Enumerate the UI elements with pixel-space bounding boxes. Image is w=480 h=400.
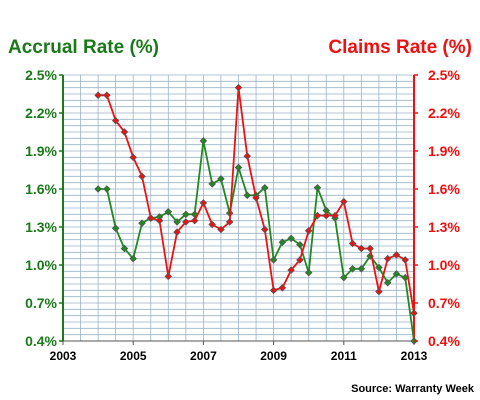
- y-tick-label-left: 1.3%: [25, 219, 57, 235]
- claims-point: [217, 225, 225, 234]
- claims-point: [375, 287, 383, 296]
- accrual-point: [138, 219, 146, 227]
- accrual-point: [357, 265, 366, 273]
- accrual-point: [269, 256, 278, 264]
- claims-point: [383, 254, 392, 263]
- claims-point: [182, 218, 190, 226]
- accrual-point: [348, 265, 357, 273]
- accrual-point: [304, 268, 313, 277]
- y-tick-label-right: 0.4%: [428, 333, 460, 349]
- y-tick-label-left: 1.9%: [25, 143, 57, 159]
- y-tick-label-right: 1.9%: [428, 143, 460, 159]
- accrual-point: [375, 263, 383, 272]
- accrual-point: [94, 185, 102, 193]
- accrual-point: [287, 234, 295, 243]
- y-tick-label-right: 1.3%: [428, 219, 460, 235]
- claims-point: [313, 211, 322, 220]
- accrual-point: [383, 278, 392, 287]
- y-tick-label-right: 0.7%: [428, 295, 460, 311]
- claims-point: [348, 239, 357, 248]
- x-tick-label: 2011: [331, 349, 357, 363]
- claims-point: [155, 216, 164, 225]
- claims-point: [120, 128, 129, 136]
- claims-point: [410, 309, 418, 317]
- y-tick-label-left: 0.4%: [25, 333, 57, 349]
- accrual-point: [313, 183, 322, 192]
- y-tick-label-left: 0.7%: [25, 295, 57, 311]
- accrual-point: [243, 191, 252, 200]
- accrual-series: [94, 137, 418, 345]
- x-tick-label: 2005: [120, 349, 147, 363]
- accrual-point: [261, 183, 269, 192]
- accrual-point: [234, 163, 243, 172]
- left-axis-title: Accrual Rate (%): [8, 37, 159, 58]
- claims-point: [208, 220, 216, 229]
- accrual-point: [182, 210, 190, 219]
- y-tick-label-left: 2.5%: [25, 67, 57, 83]
- x-tick-label: 2007: [190, 349, 217, 363]
- claims-point: [269, 286, 278, 295]
- accrual-point: [173, 218, 181, 226]
- claims-point: [138, 172, 146, 181]
- claims-point: [225, 218, 234, 226]
- accrual-point: [296, 240, 304, 249]
- accrual-point: [340, 273, 348, 282]
- claims-point: [340, 197, 348, 206]
- claims-point: [296, 256, 304, 264]
- y-tick-label-right: 1.0%: [428, 257, 460, 273]
- y-tick-label-left: 1.6%: [25, 181, 57, 197]
- accrual-point: [208, 180, 216, 188]
- y-tick-label-right: 2.5%: [428, 67, 460, 83]
- accrual-point: [278, 238, 287, 246]
- claims-point: [164, 272, 173, 281]
- accrual-point: [217, 175, 225, 183]
- y-tick-label-right: 1.6%: [428, 181, 460, 197]
- claims-point: [401, 256, 409, 264]
- accrual-point: [120, 244, 129, 253]
- x-tick-label: 2003: [50, 349, 77, 363]
- right-axis-title: Claims Rate (%): [328, 37, 472, 58]
- claims-point: [234, 83, 243, 92]
- accrual-point: [111, 224, 120, 233]
- claims-point: [357, 244, 366, 253]
- x-tick-label: 2009: [260, 349, 287, 363]
- claims-point: [146, 214, 155, 222]
- claims-point: [261, 225, 269, 234]
- gridlines: [62, 74, 415, 342]
- claims-point: [322, 211, 331, 220]
- accrual-point: [103, 185, 111, 193]
- claims-point: [392, 251, 401, 259]
- claims-point: [190, 216, 199, 225]
- y-tick-label-left: 1.0%: [25, 257, 57, 273]
- source-note: Source: Warranty Week: [351, 383, 475, 395]
- y-tick-label-left: 2.2%: [25, 105, 57, 121]
- claims-point: [243, 152, 252, 160]
- accrual-point: [164, 208, 173, 216]
- claims-point: [111, 116, 120, 125]
- claims-series: [94, 83, 418, 317]
- tick-labels: 2.5% 2.2% 1.9% 1.6% 1.3% 1.0% 0.7% 0.4% 2.5% 2.2%…: [25, 67, 460, 363]
- claims-point: [94, 91, 102, 100]
- accrual-point: [392, 270, 401, 278]
- y-tick-label-right: 2.2%: [428, 105, 460, 121]
- claims-point: [173, 228, 181, 236]
- claims-point: [304, 227, 313, 235]
- series-layer: [94, 83, 418, 345]
- claims-point: [366, 244, 374, 253]
- claims-point: [199, 199, 208, 207]
- claims-point: [252, 194, 260, 202]
- accrual-point: [129, 254, 137, 263]
- claims-point: [287, 266, 295, 274]
- accrual-point: [199, 137, 208, 145]
- claims-point: [129, 153, 137, 162]
- claims-point: [331, 211, 339, 220]
- claims-point: [103, 91, 111, 100]
- x-tick-label: 2013: [401, 349, 428, 363]
- claims-point: [278, 284, 287, 292]
